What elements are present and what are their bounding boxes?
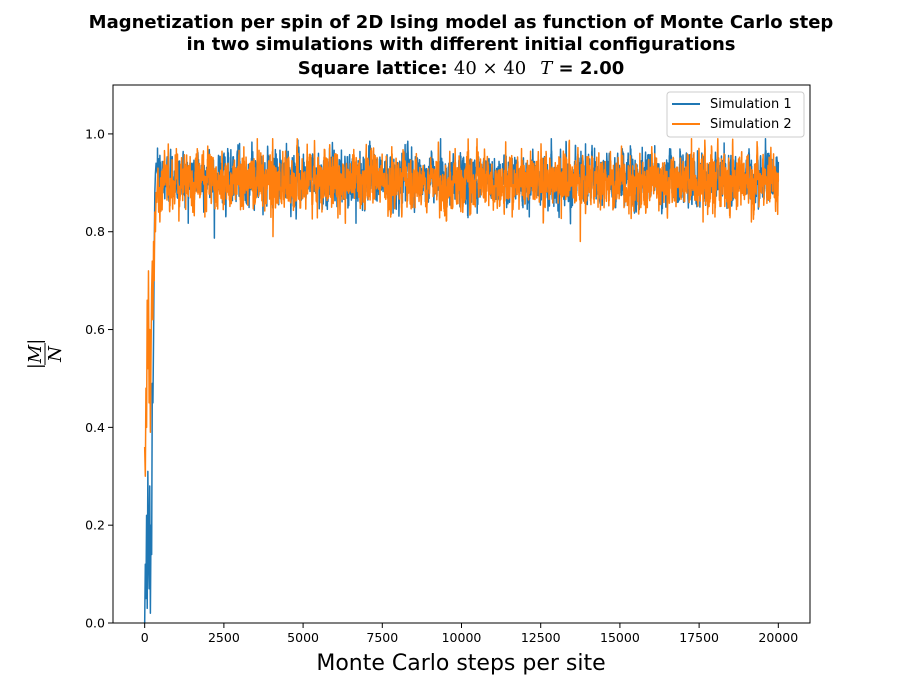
- subtitle-lattice: 40 × 40: [454, 58, 526, 79]
- y-tick-label: 0.4: [85, 420, 105, 435]
- legend-label-simulation-1: Simulation 1: [710, 97, 792, 112]
- y-tick-label: 0.2: [85, 518, 105, 533]
- chart-title-line-2: in two simulations with different initia…: [186, 34, 735, 55]
- y-tick-label: 0.6: [85, 322, 105, 337]
- x-tick-label: 5000: [287, 630, 319, 645]
- x-tick-label: 0: [141, 630, 149, 645]
- subtitle-temp-var: T: [540, 58, 554, 79]
- x-tick-label: 2500: [208, 630, 240, 645]
- subtitle-temp-value: = 2.00: [552, 58, 624, 79]
- x-axis: 0 2500 5000 7500 10000 12500 15000 17500 20000: [141, 623, 798, 645]
- legend-label-simulation-2: Simulation 2: [710, 117, 792, 132]
- y-label-numerator: |M|: [25, 339, 46, 370]
- plot-lines: [143, 138, 780, 623]
- x-tick-label: 15000: [600, 630, 640, 645]
- y-tick-label: 0.8: [85, 224, 105, 239]
- x-tick-label: 20000: [758, 630, 798, 645]
- subtitle-label: Square lattice:: [298, 58, 454, 79]
- chart-title-line-1: Magnetization per spin of 2D Ising model…: [89, 12, 834, 33]
- y-tick-label: 1.0: [85, 126, 105, 141]
- x-axis-label: Monte Carlo steps per site: [316, 651, 605, 676]
- y-axis-label: |M| N: [25, 339, 66, 370]
- x-tick-label: 12500: [521, 630, 561, 645]
- chart-subtitle: Square lattice: 40 × 40 T = 2.00: [298, 58, 625, 79]
- y-axis: 0.0 0.2 0.4 0.6 0.8 1.0: [85, 126, 113, 631]
- y-tick-label: 0.0: [85, 616, 105, 631]
- series-line-simulation-2: [143, 138, 780, 478]
- legend: Simulation 1 Simulation 2: [666, 91, 805, 138]
- x-tick-label: 7500: [366, 630, 398, 645]
- y-label-denominator: N: [45, 345, 66, 363]
- x-tick-label: 17500: [679, 630, 719, 645]
- x-tick-label: 10000: [442, 630, 482, 645]
